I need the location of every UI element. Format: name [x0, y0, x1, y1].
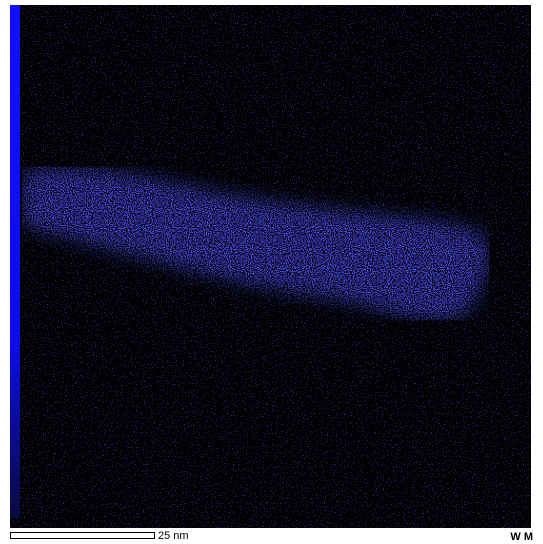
corner-label: W M [510, 531, 533, 543]
side-bar [10, 5, 20, 518]
scale-bar-label: 25 nm [158, 530, 189, 542]
scale-bar [11, 533, 155, 539]
eds-map-view: 25 nm W M [0, 0, 543, 544]
page: {"scale_bar": {"label": "25 nm"}, "corne… [0, 0, 543, 544]
